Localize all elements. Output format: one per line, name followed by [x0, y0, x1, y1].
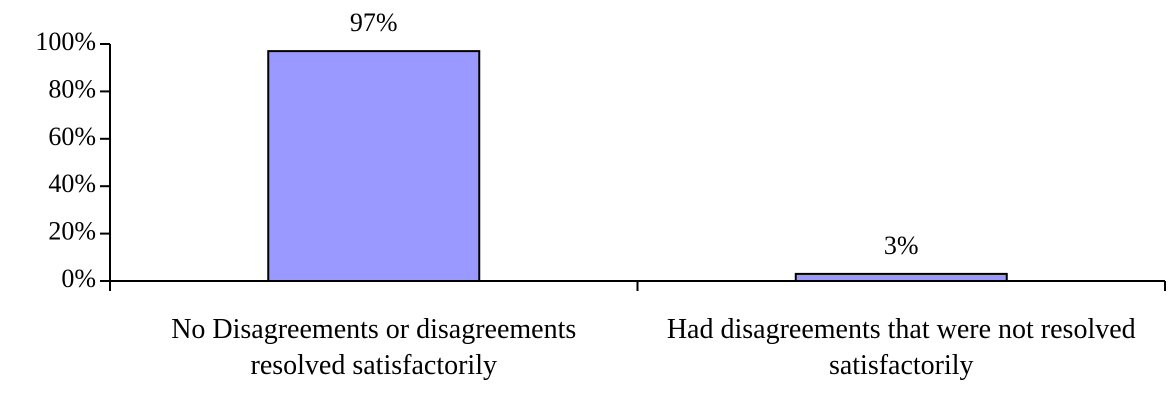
value-label: 3% — [884, 231, 919, 260]
y-tick-label: 60% — [48, 122, 96, 151]
y-tick-label: 80% — [48, 74, 96, 103]
value-label: 97% — [350, 8, 398, 37]
bar — [794, 272, 1008, 283]
x-tick-label: No Disagreements or disagreements resolv… — [171, 314, 577, 381]
y-tick-label: 20% — [48, 217, 96, 246]
x-tick-label: Had disagreements that were not resolved… — [666, 314, 1136, 381]
y-tick-label: 0% — [61, 264, 96, 293]
y-tick-label: 100% — [35, 27, 96, 56]
y-tick-label: 40% — [48, 169, 96, 198]
bar — [267, 50, 481, 282]
